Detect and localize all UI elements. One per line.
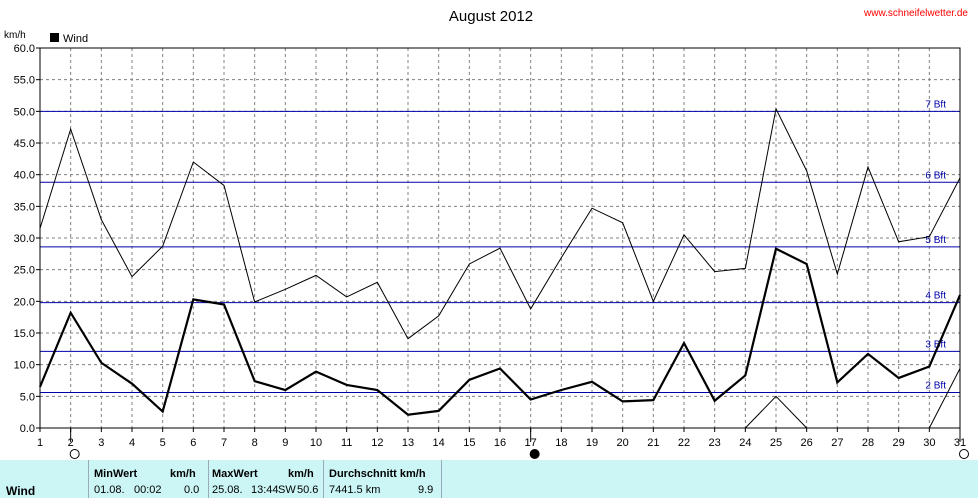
full-moon-icon xyxy=(69,449,80,459)
x-tick-label: 12 xyxy=(371,437,383,449)
x-tick-label: 28 xyxy=(862,437,874,449)
x-tick-label: 13 xyxy=(402,437,414,449)
x-tick-label: 17 xyxy=(525,437,537,449)
y-tick-label: 50.0 xyxy=(14,106,35,118)
x-tick-label: 8 xyxy=(252,437,258,449)
x-tick-label: 11 xyxy=(341,437,352,449)
min-time: 00:02 xyxy=(134,484,162,496)
x-tick-label: 31 xyxy=(954,437,966,449)
new-moon-icon xyxy=(529,449,540,459)
stats-row-label: Wind xyxy=(6,484,36,498)
statistics-panel: Wind MinWert km/h 01.08. 00:02 0.0 MaxWe… xyxy=(0,460,978,498)
x-tick-label: 1 xyxy=(37,437,43,449)
max-value-cell: MaxWert km/h 25.08. 13:44 SW 50.6 xyxy=(210,460,323,498)
wind-min-line xyxy=(928,368,961,429)
x-tick-label: 2 xyxy=(68,437,74,449)
x-tick-label: 14 xyxy=(433,437,445,449)
max-time: 13:44 xyxy=(251,484,279,496)
max-date: 25.08. xyxy=(212,484,243,496)
y-tick-label: 35.0 xyxy=(14,201,35,213)
x-tick-label: 30 xyxy=(923,437,935,449)
average-header: Durchschnitt km/h xyxy=(329,468,426,480)
y-tick-label: 15.0 xyxy=(14,328,35,340)
min-value-cell: MinWert km/h 01.08. 00:02 0.0 xyxy=(90,460,208,498)
y-axis-unit: km/h xyxy=(4,30,26,41)
x-tick-label: 10 xyxy=(310,437,322,449)
wind-min-line xyxy=(744,395,808,429)
y-tick-label: 20.0 xyxy=(14,296,35,308)
y-tick-label: 5.0 xyxy=(20,391,35,403)
y-tick-label: 45.0 xyxy=(14,138,35,150)
stats-divider xyxy=(88,460,89,498)
x-tick-label: 15 xyxy=(463,437,475,449)
beaufort-label: 2 Bft xyxy=(925,381,946,392)
x-tick-label: 20 xyxy=(617,437,629,449)
x-tick-label: 7 xyxy=(221,437,227,449)
x-tick-label: 27 xyxy=(831,437,843,449)
min-header: MinWert xyxy=(94,468,138,480)
x-tick-label: 22 xyxy=(678,437,690,449)
beaufort-label: 3 Bft xyxy=(925,339,946,350)
site-link[interactable]: www.schneifelwetter.de xyxy=(863,8,968,19)
max-unit: km/h xyxy=(288,468,314,480)
average-value: 9.9 xyxy=(418,484,434,496)
x-tick-label: 3 xyxy=(98,437,104,449)
full-moon-icon xyxy=(959,449,969,459)
y-tick-label: 10.0 xyxy=(14,360,35,372)
legend-label: Wind xyxy=(63,33,88,45)
max-direction: SW xyxy=(278,484,296,496)
stats-divider xyxy=(323,460,324,498)
stats-divider xyxy=(441,460,442,498)
x-tick-label: 29 xyxy=(893,437,905,449)
beaufort-label: 4 Bft xyxy=(925,291,946,302)
min-unit: km/h xyxy=(170,468,196,480)
wind-chart: August 2012 www.schneifelwetter.de km/h … xyxy=(4,8,969,459)
x-tick-label: 4 xyxy=(129,437,135,449)
beaufort-label: 5 Bft xyxy=(925,235,946,246)
y-tick-label: 30.0 xyxy=(14,233,35,245)
y-tick-label: 40.0 xyxy=(14,170,35,182)
min-value: 0.0 xyxy=(184,484,200,496)
x-tick-label: 21 xyxy=(647,437,659,449)
x-tick-label: 24 xyxy=(739,437,751,449)
wind-gust-line xyxy=(39,107,961,340)
chart-title: August 2012 xyxy=(449,8,533,25)
x-tick-label: 5 xyxy=(160,437,166,449)
x-tick-label: 18 xyxy=(555,437,567,449)
min-date: 01.08. xyxy=(94,484,125,496)
max-value: 50.6 xyxy=(297,484,319,496)
y-tick-label: 25.0 xyxy=(14,265,35,277)
x-tick-label: 9 xyxy=(282,437,288,449)
average-cell: Durchschnitt km/h 7441.5 km 9.9 xyxy=(325,460,441,498)
y-tick-label: 0.0 xyxy=(20,423,35,435)
average-distance: 7441.5 km xyxy=(329,484,381,496)
stats-divider xyxy=(208,460,209,498)
x-tick-label: 19 xyxy=(586,437,598,449)
y-tick-label: 55.0 xyxy=(14,75,35,87)
max-header: MaxWert xyxy=(212,468,258,480)
beaufort-label: 6 Bft xyxy=(925,170,946,181)
legend-swatch xyxy=(50,33,59,42)
x-tick-label: 6 xyxy=(190,437,196,449)
y-tick-label: 60.0 xyxy=(14,43,35,55)
wind-average-line xyxy=(38,247,962,416)
x-tick-label: 16 xyxy=(494,437,506,449)
x-tick-label: 23 xyxy=(709,437,721,449)
x-tick-label: 26 xyxy=(801,437,813,449)
x-tick-label: 25 xyxy=(770,437,782,449)
beaufort-label: 7 Bft xyxy=(925,99,946,110)
